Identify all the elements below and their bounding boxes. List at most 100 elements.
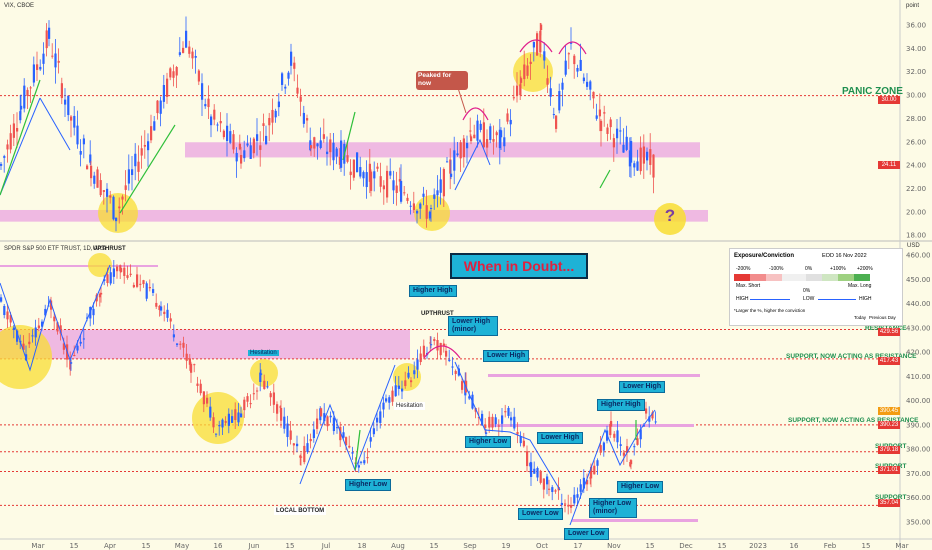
candle-body [442, 169, 445, 197]
candle-body [148, 287, 151, 289]
y-tick-label: 32.00 [906, 68, 926, 76]
candle-body [143, 145, 146, 147]
candle-body [243, 399, 246, 411]
candle-body [269, 393, 272, 398]
peaked-callout: Peaked for now [416, 71, 468, 90]
candle-body [96, 169, 99, 188]
candle-body [555, 115, 558, 129]
chip-lower-high-minor: Lower High (minor) [448, 316, 498, 336]
candle-body [470, 136, 473, 142]
chip-lower-high-3: Lower High [619, 381, 666, 393]
y-tick-label: 460.00 [906, 252, 931, 260]
candle-body [366, 457, 369, 459]
candle-body [616, 430, 619, 443]
candle-body [397, 385, 400, 389]
candle-body [342, 432, 345, 438]
candle-body [648, 416, 651, 422]
legend-previous: Previous Day [869, 315, 896, 320]
candle-body [422, 345, 425, 357]
x-tick-label: Feb [824, 542, 837, 550]
candle-body [519, 436, 522, 444]
chip-higher-low-2: Higher Low [465, 436, 512, 448]
candle-body [633, 163, 636, 168]
candle-body [573, 494, 576, 504]
highlight-circle [88, 253, 112, 277]
candle-body [507, 407, 510, 416]
spy-header: SPDR S&P 500 ETF TRUST, 1D, Arca [4, 246, 107, 252]
badge-371: 371.01 [878, 466, 900, 474]
candle-body [82, 338, 85, 340]
candle-body [519, 84, 522, 96]
legend-high-left: HIGH [736, 296, 749, 302]
candle-body [277, 101, 280, 108]
candle-body [445, 350, 448, 357]
candle-body [67, 95, 70, 116]
zone-band [0, 209, 708, 222]
highlight-circle [414, 195, 450, 231]
candle-body [123, 267, 126, 276]
candle-body [639, 147, 642, 172]
candle-body [29, 87, 32, 89]
candle-body [169, 68, 172, 78]
candle-body [446, 161, 449, 163]
candle-body [606, 127, 609, 134]
candle-body [600, 120, 603, 132]
badge-357: 357.04 [878, 499, 900, 507]
candle-body [379, 176, 382, 187]
zone-band [488, 424, 694, 427]
candle-body [382, 185, 385, 190]
candle-body [570, 42, 573, 44]
candle-body [207, 98, 210, 108]
candle-body [32, 64, 35, 83]
candle-body [147, 141, 150, 151]
candle-body [336, 427, 339, 429]
candle-body [598, 109, 601, 117]
candle-body [215, 433, 218, 435]
chip-higher-low-1: Higher Low [345, 479, 392, 491]
candle-body [456, 153, 459, 156]
candle-body [642, 146, 645, 164]
candle-body [554, 490, 557, 492]
candle-body [428, 211, 431, 219]
candle-body [362, 172, 365, 179]
candle-body [79, 341, 82, 344]
candle-body [62, 343, 65, 350]
candle-body [179, 343, 182, 345]
candle-body [109, 195, 112, 198]
x-tick-label: 19 [502, 542, 511, 550]
candle-body [395, 185, 398, 193]
candle-body [628, 150, 631, 167]
candle-body [526, 65, 529, 76]
candle-body [576, 494, 579, 498]
candle-body [31, 335, 34, 337]
candle-body [235, 152, 238, 162]
candle-body [226, 125, 229, 142]
candle-body [459, 142, 462, 159]
candle-body [224, 421, 227, 423]
candle-body [649, 149, 652, 165]
candle-body [243, 150, 246, 159]
candle-body [166, 309, 169, 318]
candle-body [476, 120, 479, 141]
candle-body [582, 477, 585, 489]
candle-body [596, 460, 599, 466]
candle-body [636, 438, 639, 445]
candle-body [216, 124, 219, 126]
candle-body [365, 172, 368, 188]
candle-body [652, 154, 655, 178]
candle-body [290, 51, 293, 66]
candle-body [45, 30, 48, 49]
legend-scale-0: -200% [736, 266, 751, 272]
candle-body [36, 64, 39, 70]
candle-body [352, 159, 355, 178]
candle-body [152, 289, 155, 293]
candle-body [479, 123, 482, 130]
candle-body [469, 130, 472, 132]
candle-body [357, 465, 360, 468]
candle-body [407, 372, 410, 378]
candle-body [50, 300, 53, 310]
arc-marker [423, 345, 461, 359]
candle-body [70, 116, 73, 121]
candle-body [609, 424, 612, 436]
